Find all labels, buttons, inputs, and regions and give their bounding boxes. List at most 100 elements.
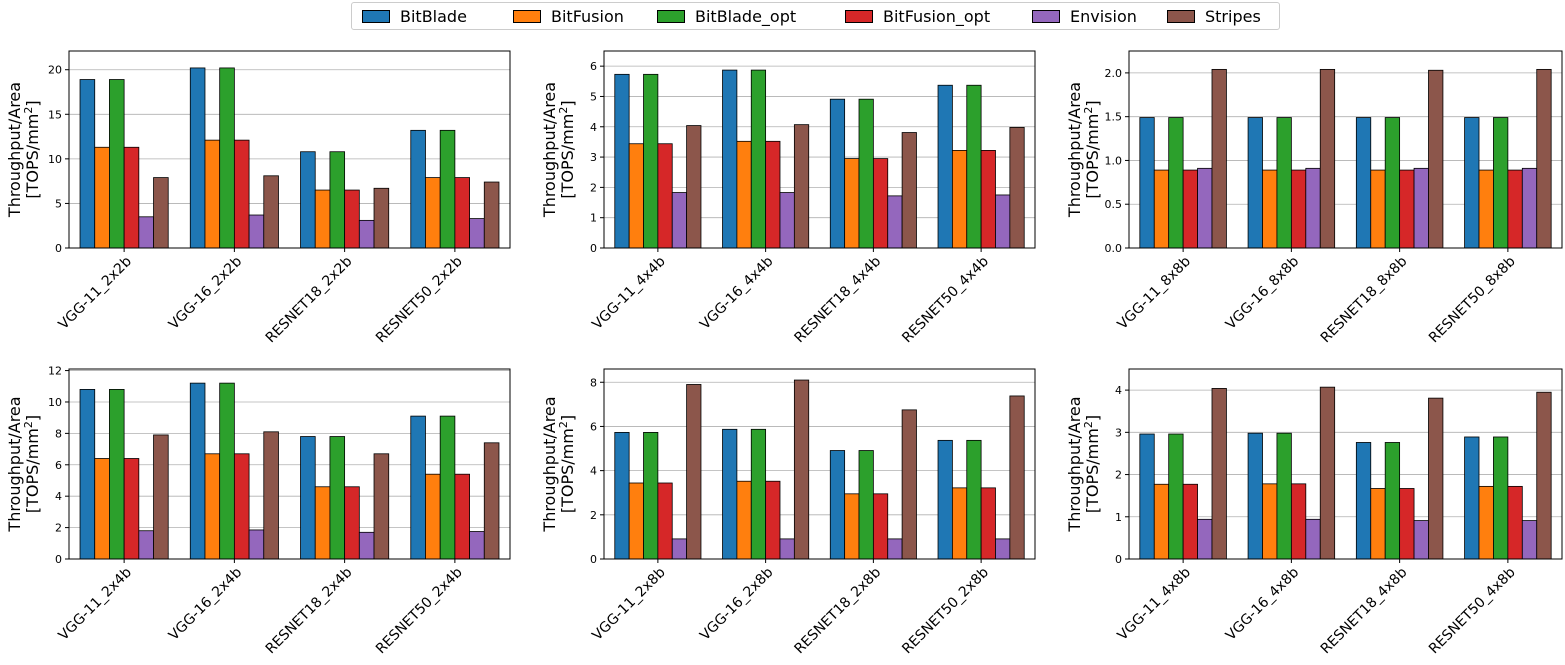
bar-bitfusion xyxy=(736,480,752,560)
x-category-label: RESNET50_4x8b xyxy=(1426,564,1519,657)
bar-bitblade-opt xyxy=(1384,117,1401,249)
bar-stripes xyxy=(1319,386,1336,560)
x-category-label: RESNET50_2x8b xyxy=(899,564,992,657)
bar-bitfusion-opt xyxy=(233,139,250,249)
y-tick-label: 3 xyxy=(1115,426,1122,439)
y-tick-label: 0.0 xyxy=(1105,242,1123,255)
x-category-label: VGG-16_2x8b xyxy=(697,564,776,643)
bar-bitblade xyxy=(614,432,630,560)
bar-bitblade xyxy=(614,73,630,249)
bar-bitfusion-opt xyxy=(1507,169,1523,249)
y-tick-label: 5 xyxy=(55,197,62,210)
bar-stripes xyxy=(153,434,169,560)
bar-bitfusion-opt xyxy=(657,143,673,249)
chart-panel-6: 0 1 2 3 4 VGG-11_4x8b VGG-16_4x8b RESNET18_4x8b… xyxy=(1065,368,1563,657)
bar-bitblade xyxy=(410,415,426,560)
y-axis-title-line1: Throughput/Area xyxy=(540,82,559,218)
bar-bitfusion xyxy=(1478,169,1494,249)
bar-bitfusion-opt xyxy=(765,480,781,560)
chart-panel-5: 0 2 4 6 8 VGG-11_2x8b VGG-16_2x8b RESNET18_2x8b… xyxy=(540,368,1036,657)
x-category-label: RESNET18_4x8b xyxy=(1318,564,1411,657)
bar-bitblade xyxy=(410,129,426,249)
x-category-label: VGG-16_4x8b xyxy=(1223,564,1302,643)
plot-frame xyxy=(603,368,1036,560)
bar-bitblade-opt xyxy=(643,73,659,249)
y-tick-label: 20 xyxy=(48,64,62,77)
bar-bitfusion xyxy=(1370,488,1386,560)
x-category-label: VGG-16_8x8b xyxy=(1223,253,1302,332)
bar-bitblade-opt xyxy=(858,98,874,249)
bar-bitblade-opt xyxy=(1168,117,1184,249)
bar-bitfusion-opt xyxy=(454,177,470,249)
bar-stripes xyxy=(483,181,500,249)
bar-bitblade xyxy=(1464,117,1480,249)
x-category-label: RESNET50_2x2b xyxy=(373,253,466,346)
bar-envision xyxy=(248,214,265,249)
bar-stripes xyxy=(793,124,810,249)
bar-bitfusion-opt xyxy=(980,487,996,560)
y-tick-label: 4 xyxy=(590,465,597,478)
bar-bitfusion-opt xyxy=(980,150,996,249)
bar-bitfusion-opt xyxy=(657,482,673,560)
plot-frame xyxy=(603,50,1036,249)
bar-envision xyxy=(138,216,154,249)
y-axis-title-line1: Throughput/Area xyxy=(5,82,24,218)
bar-envision xyxy=(358,219,375,249)
bar-envision xyxy=(469,531,485,560)
bar-stripes xyxy=(1211,388,1227,560)
bar-bitblade-opt xyxy=(966,439,982,560)
x-category-label: RESNET18_2x4b xyxy=(263,564,356,657)
y-tick-label: 0 xyxy=(55,553,62,566)
bar-bitblade xyxy=(722,428,738,560)
bar-bitfusion xyxy=(1370,169,1386,249)
bar-bitblade-opt xyxy=(1276,432,1292,560)
bar-envision xyxy=(671,192,688,249)
bar-bitblade-opt xyxy=(966,84,982,249)
bar-envision xyxy=(1413,520,1429,560)
bar-bitblade xyxy=(189,67,206,249)
bar-bitfusion xyxy=(1153,483,1170,560)
bar-bitfusion-opt xyxy=(1182,483,1198,560)
bar-bitblade-opt xyxy=(109,79,125,249)
legend-swatch-bitfusion xyxy=(513,10,541,23)
bar-stripes xyxy=(686,384,702,560)
bar-bitfusion xyxy=(1262,169,1278,249)
bar-envision xyxy=(1197,518,1213,560)
legend-label-bitfusion: BitFusion xyxy=(551,7,624,26)
bar-bitblade-opt xyxy=(219,67,235,249)
x-category-label: RESNET18_8x8b xyxy=(1318,253,1411,346)
bar-bitfusion-opt xyxy=(123,458,140,560)
legend-label-stripes: Stripes xyxy=(1205,7,1261,26)
plot-frame xyxy=(1128,368,1563,560)
bar-bitfusion xyxy=(94,146,110,249)
x-category-label: VGG-16_2x4b xyxy=(166,564,245,643)
bar-bitfusion-opt xyxy=(123,146,140,249)
bar-envision xyxy=(1305,167,1321,249)
bar-envision xyxy=(248,529,265,560)
legend-label-envision: Envision xyxy=(1070,7,1137,26)
x-category-label: RESNET50_8x8b xyxy=(1426,253,1519,346)
x-category-label: VGG-11_2x2b xyxy=(56,253,135,332)
y-tick-label: 0 xyxy=(55,242,62,255)
x-category-label: VGG-11_2x4b xyxy=(56,564,135,643)
x-category-label: RESNET18_4x4b xyxy=(791,253,884,346)
bar-bitfusion xyxy=(1262,483,1278,560)
bar-stripes xyxy=(373,187,390,249)
bar-stripes xyxy=(153,177,169,249)
y-axis-title-line2: [TOPS/mm2] xyxy=(22,100,42,198)
y-tick-label: 2 xyxy=(590,181,597,194)
bar-stripes xyxy=(1319,68,1336,249)
bar-bitblade-opt xyxy=(1276,117,1292,249)
bar-bitfusion-opt xyxy=(1290,169,1307,249)
legend-label-bitblade-opt: BitBlade_opt xyxy=(695,7,797,26)
y-tick-label: 6 xyxy=(55,459,62,472)
legend-swatch-bitblade xyxy=(362,10,390,23)
bar-bitblade xyxy=(1247,117,1263,249)
y-tick-label: 12 xyxy=(48,365,62,378)
y-tick-label: 0.5 xyxy=(1105,198,1123,211)
bar-envision xyxy=(671,538,688,560)
bar-bitblade xyxy=(1355,117,1372,249)
bar-bitblade xyxy=(1139,117,1155,249)
bar-bitblade-opt xyxy=(439,415,456,560)
